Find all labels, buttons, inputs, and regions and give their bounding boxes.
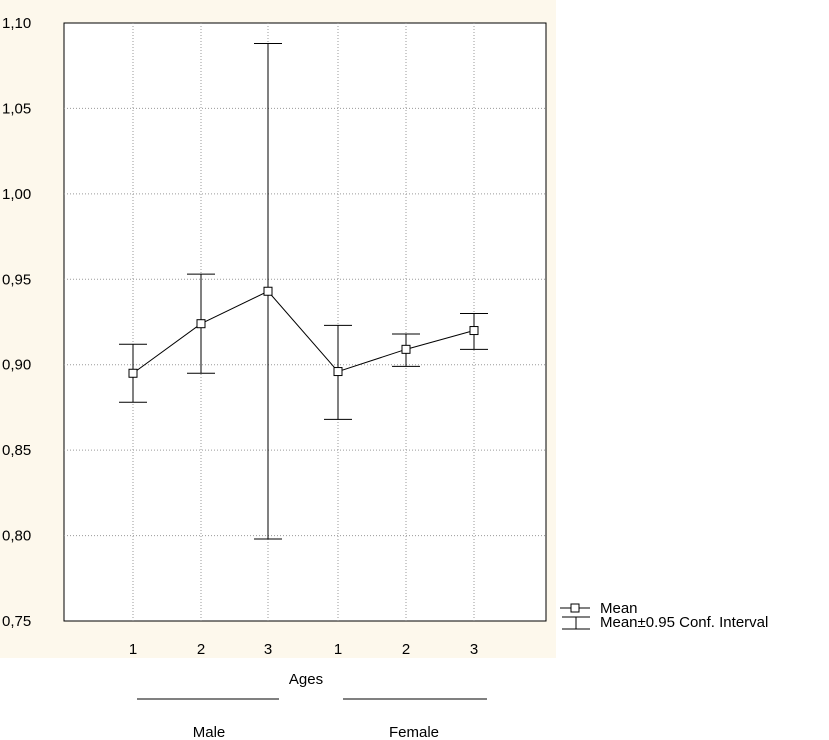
y-tick-label: 0,85: [2, 442, 31, 459]
x-tick-label: 2: [402, 641, 410, 658]
mean-point: [401, 344, 411, 354]
x-tick-label: 3: [470, 641, 478, 658]
mean-markers: [128, 286, 479, 378]
mean-point: [263, 286, 273, 296]
x-tick-label: 1: [334, 641, 342, 658]
y-tick-label: 1,10: [2, 15, 31, 32]
mean-point: [469, 326, 479, 336]
y-tick-label: 1,05: [2, 100, 31, 117]
y-tick-label: 0,75: [2, 613, 31, 630]
mean-point: [196, 319, 206, 329]
y-tick-label: 0,95: [2, 271, 31, 288]
y-tick-label: 0,90: [2, 357, 31, 374]
mean-point: [333, 367, 343, 377]
mean-point: [128, 368, 138, 378]
y-axis-ticks: 1,10 1,05 1,00 0,95 0,90 0,85 0,80 0,75: [2, 15, 31, 630]
x-tick-label: 1: [129, 641, 137, 658]
legend-mean-label: Mean: [600, 600, 638, 617]
x-axis-ticks: 1 2 3 1 2 3: [129, 641, 478, 658]
y-tick-label: 0,80: [2, 528, 31, 545]
legend-mean-marker: [570, 603, 580, 613]
group-label-male: Male: [193, 724, 226, 740]
plot-area: [63, 22, 547, 622]
group-label-female: Female: [389, 724, 439, 740]
y-tick-label: 1,00: [2, 186, 31, 203]
legend: Mean Mean±0.95 Conf. Interval: [560, 600, 768, 631]
series-line-mean: [132, 290, 475, 374]
error-bars: [119, 43, 488, 540]
legend-ci-label: Mean±0.95 Conf. Interval: [600, 614, 768, 631]
x-axis-label: Ages: [289, 671, 323, 688]
x-tick-label: 2: [197, 641, 205, 658]
x-tick-label: 3: [264, 641, 272, 658]
